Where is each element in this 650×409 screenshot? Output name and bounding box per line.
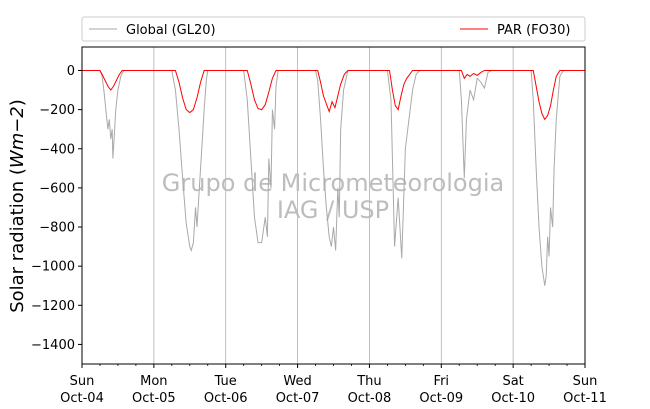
series-line-par — [82, 69, 585, 121]
y-tick-label: 0 — [67, 64, 75, 79]
y-tick-label: −1400 — [31, 338, 75, 353]
x-tick-label-date: Oct-07 — [276, 391, 320, 406]
x-tick-label-day: Sat — [502, 374, 523, 389]
x-axis: Sun Oct-04 Mon Oct-05 Tue Oct-06 Wed Oct-07 Thu O… — [60, 364, 607, 406]
x-tick-label-date: Oct-11 — [563, 391, 607, 406]
x-tick-label-day: Thu — [356, 374, 381, 389]
x-tick-label-day: Fri — [434, 374, 450, 389]
x-tick-label-date: Oct-09 — [419, 391, 463, 406]
x-tick-label-date: Oct-08 — [348, 391, 392, 406]
x-tick-label-day: Mon — [140, 374, 167, 389]
y-tick-label: −800 — [39, 221, 75, 236]
legend-label-global: Global (GL20) — [126, 23, 216, 38]
x-tick-label-date: Oct-10 — [491, 391, 535, 406]
y-tick-label: −1000 — [31, 260, 75, 275]
x-tick-label-date: Oct-04 — [60, 391, 104, 406]
y-tick-label: −1200 — [31, 299, 75, 314]
y-tick-label: −200 — [39, 103, 75, 118]
grid — [153, 47, 514, 364]
y-axis: 0 −200 −400 −600 −800 −1000 −1200 −1400 — [31, 64, 82, 353]
legend-frame — [81, 16, 586, 42]
y-tick-label: −400 — [39, 142, 75, 157]
y-axis-label: Solar radiation (Wm−2) — [7, 99, 28, 313]
x-tick-label-day: Tue — [214, 374, 237, 389]
watermark-line-2: IAG / USP — [277, 196, 389, 224]
watermark: Grupo de Micrometeorologia IAG / USP — [162, 169, 504, 224]
x-tick-label-day: Sun — [70, 374, 95, 389]
series-lines — [82, 69, 585, 286]
x-tick-label-date: Oct-05 — [132, 391, 176, 406]
watermark-line-1: Grupo de Micrometeorologia — [162, 169, 504, 197]
y-axis-label-unit: Wm−2 — [7, 106, 28, 168]
y-axis-label-prefix: Solar radiation ( — [7, 168, 28, 313]
x-tick-label-date: Oct-06 — [204, 391, 248, 406]
y-axis-label-suffix: ) — [7, 99, 28, 106]
legend-label-par: PAR (FO30) — [497, 23, 570, 38]
y-tick-label: −600 — [39, 181, 75, 196]
x-tick-label-day: Sun — [573, 374, 598, 389]
x-tick-label-day: Wed — [283, 374, 311, 389]
legend: Global (GL20) PAR (FO30) — [81, 16, 586, 42]
